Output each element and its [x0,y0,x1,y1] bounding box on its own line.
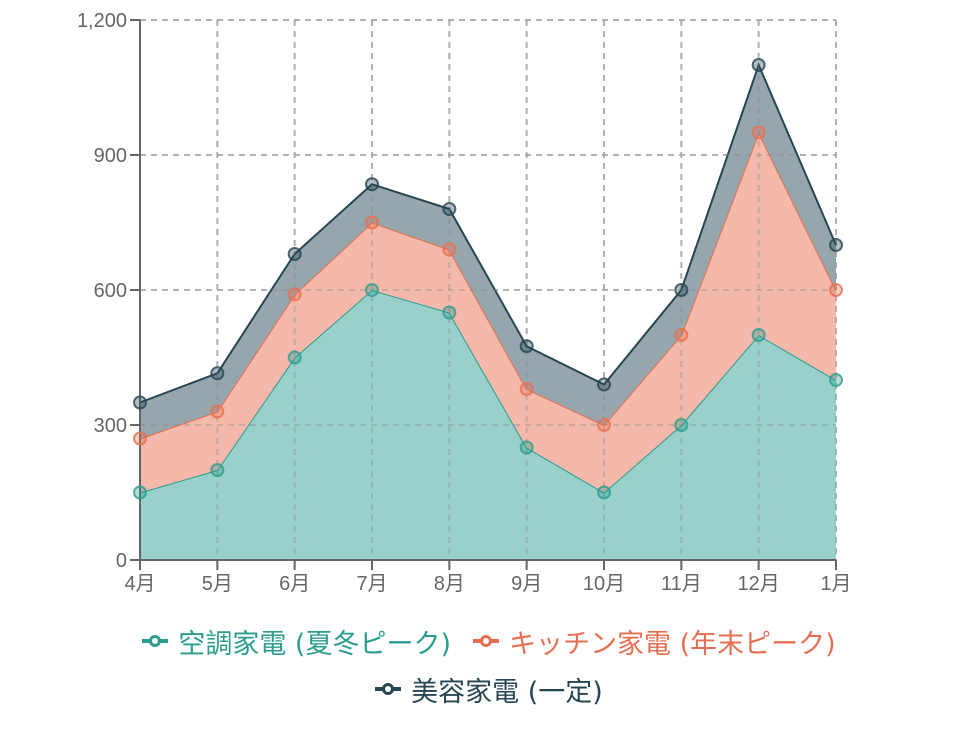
y-tick-label: 0 [116,550,127,572]
x-tick-label: 4月 [124,573,155,595]
data-point[interactable] [829,283,843,297]
x-tick-label: 12月 [738,573,780,595]
area-series [139,19,837,560]
data-point[interactable] [442,242,457,257]
data-point[interactable] [365,215,379,230]
data-point[interactable] [751,125,766,140]
y-tick-label: 1,200 [77,10,127,32]
legend-item-air-conditioning[interactable]: 空調家電 (夏冬ピーク) [140,622,451,661]
data-point[interactable] [674,328,689,342]
area-fill-series-1 [140,132,836,493]
legend-label: 空調家電 (夏冬ピーク) [178,628,451,660]
data-point[interactable] [365,283,379,297]
area-fill-series-2 [140,65,836,439]
data-point[interactable] [442,202,457,216]
data-point[interactable] [519,440,534,455]
legend: 空調家電 (夏冬ピーク) キッチン家電 (年末ピーク) 美容家電 (一定) [0,617,976,713]
data-point[interactable] [210,404,225,419]
x-tick-label: 5月 [202,573,233,595]
data-point[interactable] [674,283,689,297]
data-point[interactable] [597,485,611,500]
x-tick-label: 11月 [661,573,702,595]
data-point[interactable] [287,247,302,261]
data-point[interactable] [519,382,534,396]
x-tick-label: 9月 [511,573,542,595]
line-circle-marker-icon [473,635,499,647]
legend-label: キッチン家電 (年末ピーク) [509,628,836,660]
area-line-series-2 [139,62,837,404]
data-point[interactable] [597,418,611,432]
data-point[interactable] [287,287,302,302]
axes: 0 300 600 900 1,200 4月 5月 6月 7月 8月 9月 10月 11月 12月 1月 [77,10,852,595]
x-tick-label: 6月 [279,573,310,595]
x-tick-label: 7月 [356,573,387,595]
y-tick-label: 900 [94,145,127,167]
data-point[interactable] [287,350,302,365]
legend-label: 美容家電 (一定) [411,676,603,708]
data-point[interactable] [365,177,379,192]
data-point[interactable] [829,373,843,387]
data-point[interactable] [829,238,843,252]
data-points [133,58,843,500]
data-point[interactable] [133,395,147,410]
data-point[interactable] [751,58,766,72]
x-tick-label: 1月 [820,573,851,595]
data-point[interactable] [674,418,689,432]
data-point[interactable] [133,485,147,500]
line-circle-marker-icon [375,683,402,695]
line-circle-marker-icon [142,635,169,647]
y-tick-label: 600 [94,280,127,302]
x-tick-label: 10月 [583,573,625,595]
data-point[interactable] [442,305,457,320]
data-point[interactable] [751,328,766,342]
stacked-area-chart: 0 300 600 900 1,200 4月 5月 6月 7月 8月 9月 10月 11月 12月 1月 [77,10,852,595]
area-fill-series-0 [140,290,836,560]
data-point[interactable] [210,463,225,477]
y-tick-label: 300 [94,415,127,437]
legend-item-kitchen[interactable]: キッチン家電 (年末ピーク) [471,622,836,661]
data-point[interactable] [133,431,147,446]
legend-item-beauty[interactable]: 美容家電 (一定) [373,670,603,709]
data-point[interactable] [597,377,611,392]
data-point[interactable] [210,366,225,381]
data-point[interactable] [519,339,534,354]
x-tick-label: 8月 [434,573,465,595]
